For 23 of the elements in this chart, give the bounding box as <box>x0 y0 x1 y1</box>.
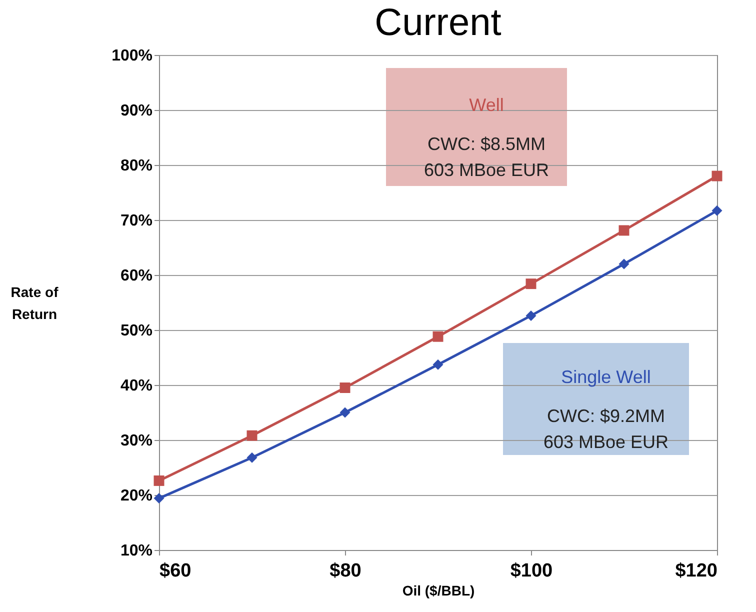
annotation: CWC: $9.2MM <box>546 406 666 426</box>
y-tick-label: 20% <box>120 488 152 504</box>
y-tick-label: 50% <box>120 322 152 340</box>
y-tick-label: 90% <box>120 102 152 120</box>
y-axis-title: Rate of Return <box>10 284 59 322</box>
chart-title: Current <box>374 2 502 44</box>
y-tick-label: 10% <box>120 542 152 560</box>
x-tick-label: $100 <box>510 560 553 582</box>
y-tick-label: 60% <box>120 268 152 284</box>
y-tick-label: 80% <box>120 158 152 174</box>
annotation: 603 MBoe EUR <box>543 432 669 452</box>
x-axis-title: Oil ($/BBL) <box>402 582 475 598</box>
text: Single Well <box>561 367 651 387</box>
y-tick-label: 30% <box>120 432 152 450</box>
y-tick-label: 100% <box>112 48 152 64</box>
text: Well <box>469 95 504 115</box>
x-tick-label: $60 <box>160 560 192 582</box>
y-tick-label: 70% <box>120 212 152 230</box>
x-tick-label: $120 <box>675 560 718 582</box>
annotation: CWC: $8.5MM <box>427 134 546 154</box>
y-tick-label: 40% <box>120 378 152 394</box>
x-tick-label: $80 <box>330 560 362 582</box>
annotation: 603 MBoe EUR <box>424 160 550 180</box>
